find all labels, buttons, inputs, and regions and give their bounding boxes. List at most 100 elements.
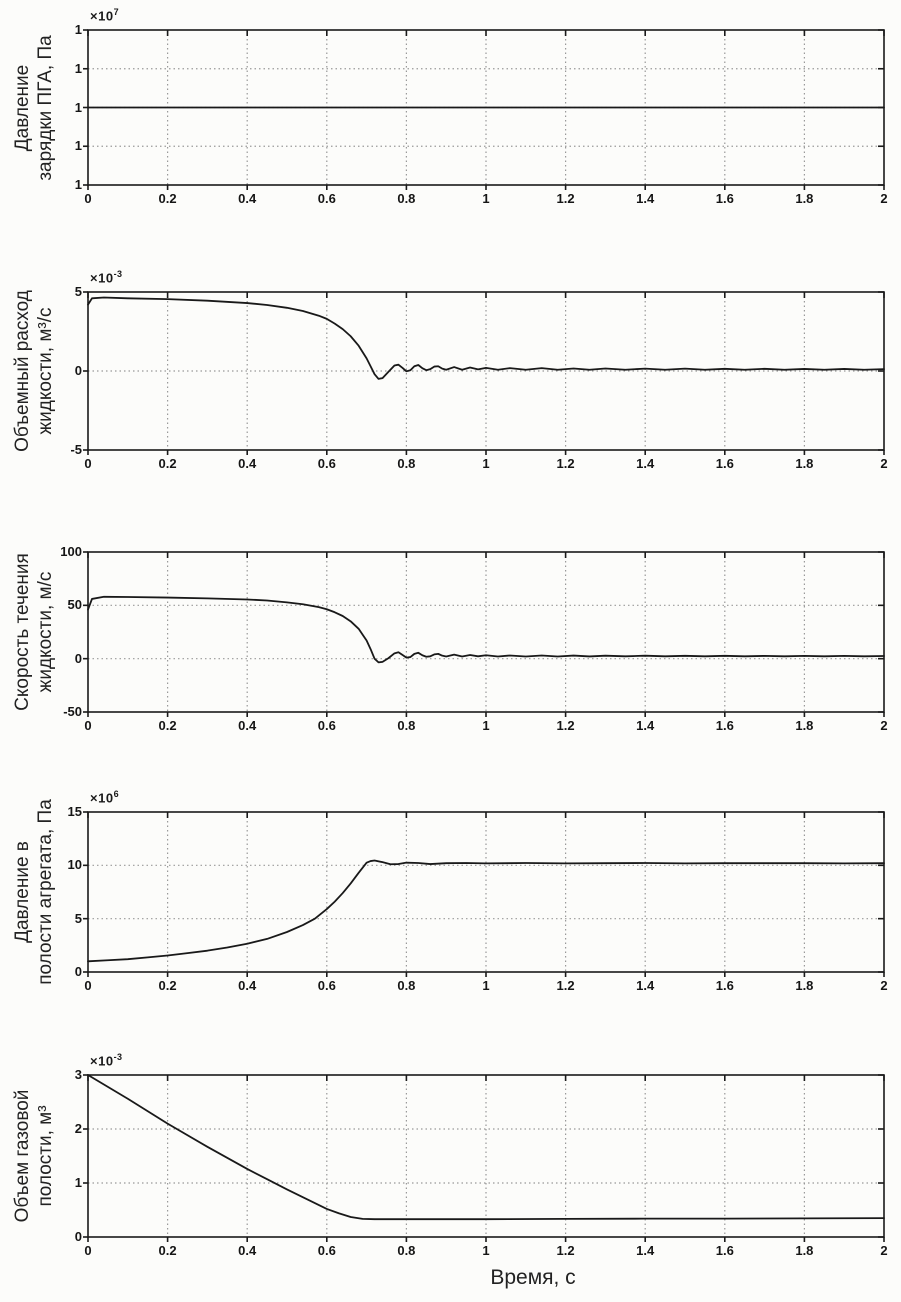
y-tick-label: 1: [74, 22, 82, 37]
data-curve: [87, 296, 885, 380]
y-tick-label: 0: [74, 363, 82, 378]
y-axis-label-line2: жидкости, м/с: [35, 571, 56, 693]
plot-canvas: [83, 29, 885, 190]
x-tick-label: 1.8: [795, 718, 814, 733]
exponent-power: 7: [113, 7, 120, 17]
y-axis-label: Скорость течения жидкости, м/с: [11, 553, 57, 711]
y-tick-label: 100: [60, 544, 82, 559]
y-axis-label-line2: полости, м³: [35, 1105, 56, 1207]
x-tick-label: 0: [84, 191, 92, 206]
y-axis-label: Объем газовой полости, м³: [11, 1090, 57, 1223]
x-tick-label: 1.8: [795, 191, 814, 206]
plot-area-gas-volume: [83, 1074, 885, 1242]
y-axis-label-line2: полости агрегата, Па: [35, 799, 56, 985]
y-tick-label: -50: [63, 704, 82, 719]
x-tick-label: 2: [880, 1243, 888, 1258]
x-tick-label: 1.2: [556, 191, 575, 206]
y-axis-label-line1: Скорость течения: [12, 553, 33, 711]
x-tick-label: 0.6: [317, 1243, 336, 1258]
x-tick-label: 1.6: [715, 456, 734, 471]
x-tick-label: 0: [84, 978, 92, 993]
x-tick-label: 0.2: [158, 1243, 177, 1258]
y-tick-label: 0: [74, 1229, 82, 1244]
x-tick-label: 0.4: [238, 1243, 257, 1258]
x-tick-label: 1: [482, 191, 490, 206]
x-tick-label: 1: [482, 978, 490, 993]
x-tick-label: 0.6: [317, 718, 336, 733]
plot-area-cavity-pressure: [83, 811, 885, 977]
x-tick-label: 0: [84, 456, 92, 471]
x-tick-label: 1.8: [795, 456, 814, 471]
x-tick-label: 0.6: [317, 191, 336, 206]
x-tick-label: 0.8: [397, 191, 416, 206]
x-tick-label: 0.2: [158, 191, 177, 206]
x-tick-label: 1.2: [556, 1243, 575, 1258]
x-tick-label: 0: [84, 1243, 92, 1258]
exponent-base: ×10: [90, 270, 114, 286]
data-curve: [87, 1074, 885, 1221]
plot-area-volumetric-flow: [83, 291, 885, 455]
y-tick-label: 1: [74, 1175, 82, 1190]
y-tick-label: 1: [74, 138, 82, 154]
exponent-base: ×10: [90, 790, 114, 806]
y-axis-label-line1: Давление в: [12, 841, 33, 943]
data-curve: [87, 595, 885, 664]
y-tick-label: 1: [74, 177, 82, 192]
y-tick-label: 15: [67, 804, 82, 819]
y-tick-label: 50: [67, 597, 82, 613]
x-tick-label: 0.2: [158, 718, 177, 733]
exponent-base: ×10: [90, 8, 114, 24]
plot-canvas: [83, 1074, 885, 1242]
x-tick-label: 1.6: [715, 718, 734, 733]
x-tick-label: 0.6: [317, 456, 336, 471]
y-tick-label: 0: [74, 964, 82, 979]
exponent-power: -3: [113, 269, 123, 279]
x-tick-label: 0.8: [397, 456, 416, 471]
x-tick-label: 0: [84, 718, 92, 733]
plot-canvas: [83, 811, 885, 977]
y-tick-label: 5: [74, 284, 82, 299]
y-tick-label: -5: [70, 442, 82, 457]
x-tick-label: 0.4: [238, 978, 257, 993]
x-axis-label: Время, с: [490, 1266, 576, 1289]
x-tick-label: 1.4: [636, 1243, 655, 1258]
x-tick-label: 0.2: [158, 456, 177, 471]
x-tick-label: 1.2: [556, 718, 575, 733]
x-tick-label: 2: [880, 191, 888, 206]
y-tick-label: 2: [74, 1120, 82, 1136]
x-tick-label: 1.4: [636, 978, 655, 993]
x-tick-label: 0.8: [397, 718, 416, 733]
x-tick-label: 1: [482, 1243, 490, 1258]
exponent-base: ×10: [90, 1053, 114, 1069]
y-tick-label: 10: [67, 857, 82, 873]
x-tick-label: 2: [880, 978, 888, 993]
x-tick-label: 0.8: [397, 978, 416, 993]
x-tick-label: 1.8: [795, 978, 814, 993]
data-curve: [87, 859, 885, 963]
x-tick-label: 0.4: [238, 456, 257, 471]
x-tick-label: 1: [482, 456, 490, 471]
y-tick-label: 5: [74, 910, 82, 926]
x-tick-label: 1.4: [636, 456, 655, 471]
y-axis-exponent: ×10-3: [90, 1052, 123, 1072]
y-axis-exponent: ×106: [90, 789, 119, 809]
plot-canvas: [83, 291, 885, 455]
x-tick-label: 2: [880, 456, 888, 471]
x-tick-label: 0.4: [238, 191, 257, 206]
y-axis-label-line1: Объем газовой: [12, 1089, 33, 1223]
x-tick-label: 0.8: [397, 1243, 416, 1258]
plot-canvas: [83, 551, 885, 717]
y-tick-label: 1: [74, 60, 82, 76]
x-tick-label: 1.2: [556, 456, 575, 471]
x-tick-label: 1.4: [636, 718, 655, 733]
y-axis-exponent: ×10-3: [90, 269, 123, 289]
plot-area-flow-velocity: [83, 551, 885, 717]
x-tick-label: 0.4: [238, 718, 257, 733]
y-tick-label: 0: [74, 650, 82, 666]
y-axis-exponent: ×107: [90, 7, 119, 27]
x-tick-label: 2: [880, 718, 888, 733]
y-axis-label: Давление в полости агрегата, Па: [11, 799, 57, 985]
exponent-power: 6: [113, 789, 120, 799]
x-tick-label: 1.8: [795, 1243, 814, 1258]
